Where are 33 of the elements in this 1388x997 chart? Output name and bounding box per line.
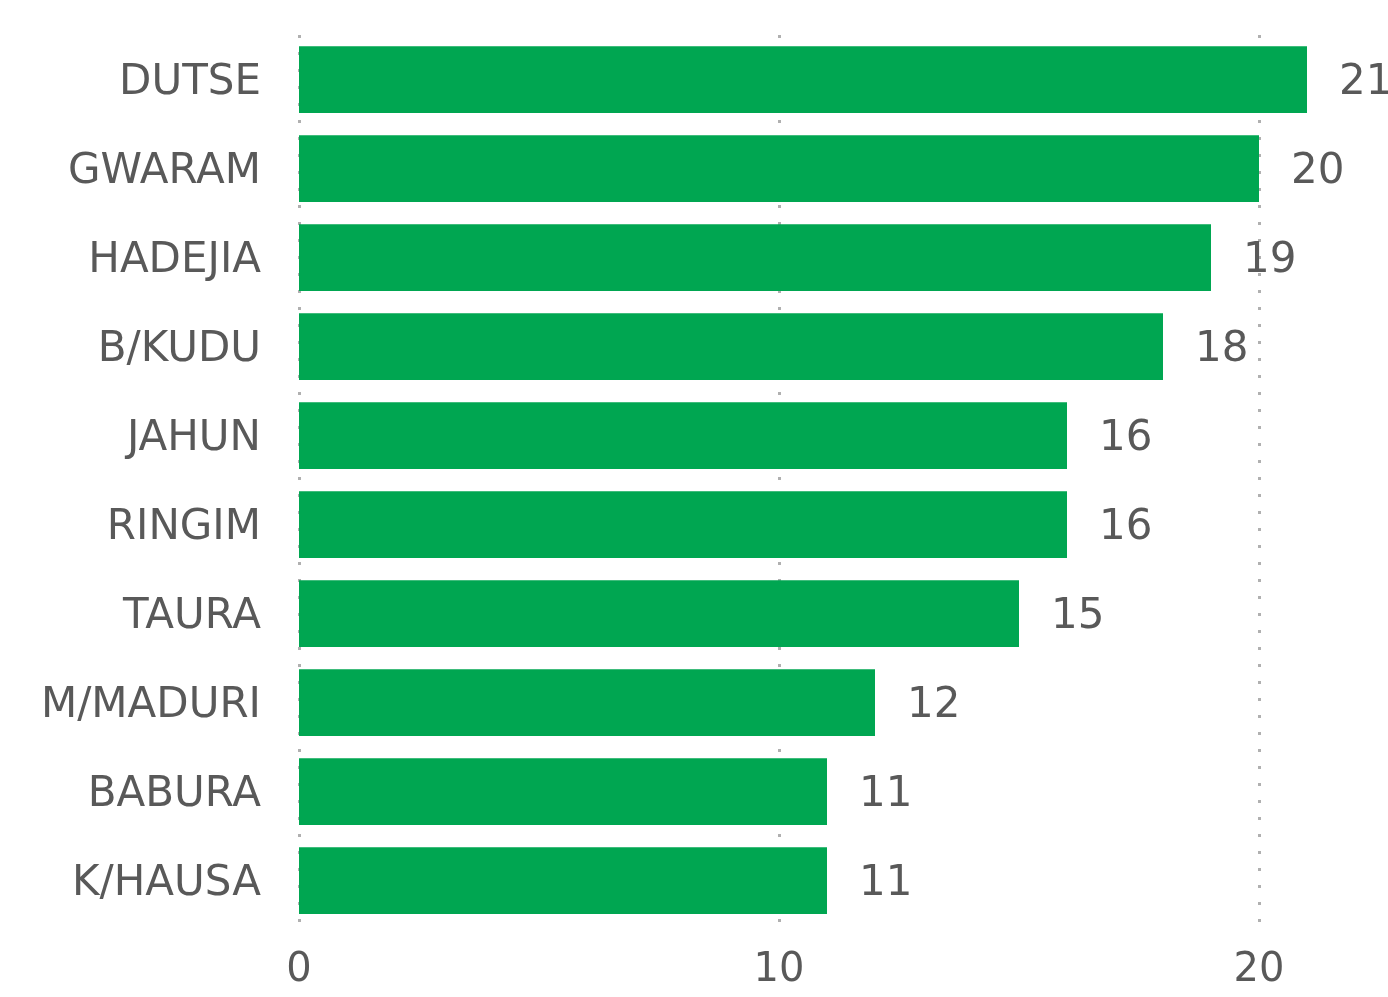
y-tick-label: BABURA [87,767,262,816]
data-label: 16 [1099,500,1153,549]
bar [299,224,1211,291]
y-tick-label: RINGIM [106,500,261,549]
bar [299,847,827,914]
bar [299,135,1259,202]
data-label: 19 [1243,233,1297,282]
y-tick-label: DUTSE [119,55,261,104]
data-label: 15 [1051,589,1105,638]
y-tick-label: B/KUDU [97,322,261,371]
data-label: 21 [1339,55,1388,104]
y-tick-label: M/MADURI [40,678,261,727]
data-label: 16 [1099,411,1153,460]
bar [299,491,1067,558]
bar [299,402,1067,469]
data-label: 11 [859,767,913,816]
x-tick-label: 10 [753,944,805,990]
bar [299,758,827,825]
data-label: 12 [907,678,961,727]
x-tick-label: 0 [286,944,312,990]
bar [299,46,1307,113]
y-tick-label: JAHUN [123,411,261,460]
y-tick-label: GWARAM [68,144,261,193]
bar [299,313,1163,380]
y-tick-label: TAURA [121,589,262,638]
x-tick-label: 20 [1233,944,1285,990]
y-tick-label: K/HAUSA [72,856,262,905]
bar [299,580,1019,647]
bar [299,669,875,736]
data-label: 20 [1291,144,1345,193]
data-label: 11 [859,856,913,905]
y-tick-label: HADEJIA [88,233,262,282]
data-label: 18 [1195,322,1249,371]
